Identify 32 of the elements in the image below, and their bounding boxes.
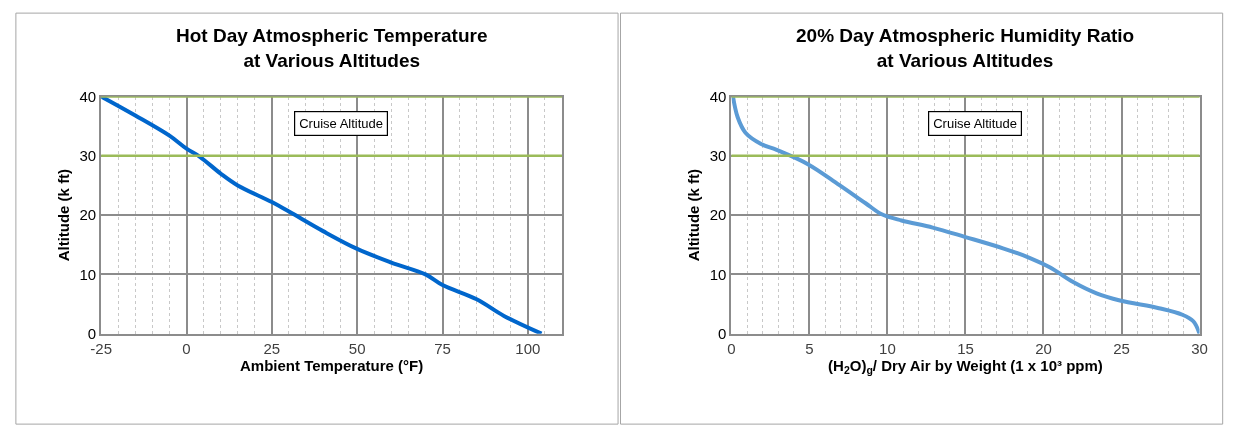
line-series [731,96,1200,334]
y-tick-label: 40 [709,87,727,105]
y-tick-label: 0 [87,324,97,342]
x-tick-label: 25 [263,339,281,357]
x-tick-label: 0 [182,339,191,357]
y-tick-label: 40 [79,87,97,105]
x-tick-label: 5 [805,339,814,357]
chart-title: 20% Day Atmospheric Humidity Ratio at Various Altitudes [796,25,1135,71]
x-axis-title: (H$_{2}$O)$_{g}$/ Dry Air by Weight (1 x 10³ ppm) [828,356,1103,376]
annotation: Cruise Altitude [933,116,1018,132]
x-tick-label: 100 [515,339,541,357]
x-tick-label: 20 [1035,339,1052,357]
chart-title: Hot Day Atmospheric Temperature at Various Altitudes [176,25,488,71]
y-tick-label: 30 [709,147,727,165]
y-tick-label: 10 [79,265,97,283]
x-tick-label: 25 [1113,339,1130,357]
y-axis-title: Altitude (k ft) [685,168,703,262]
y-tick-label: 20 [79,206,97,224]
x-tick-label: 30 [1191,339,1208,357]
y-axis-title: Altitude (k ft) [55,168,73,262]
x-tick-label: -25 [90,339,113,357]
x-tick-label: 50 [348,339,366,357]
x-tick-label: 75 [434,339,451,357]
y-tick-label: 30 [79,147,97,165]
y-tick-label: 20 [709,206,727,224]
x-tick-label: 15 [957,339,974,357]
line-series [101,96,544,334]
x-axis-title: Ambient Temperature (°F) [239,356,424,374]
y-tick-label: 0 [718,324,727,342]
y-tick-label: 10 [709,265,727,283]
x-tick-label: 10 [879,339,896,357]
annotation: Cruise Altitude [299,116,384,132]
